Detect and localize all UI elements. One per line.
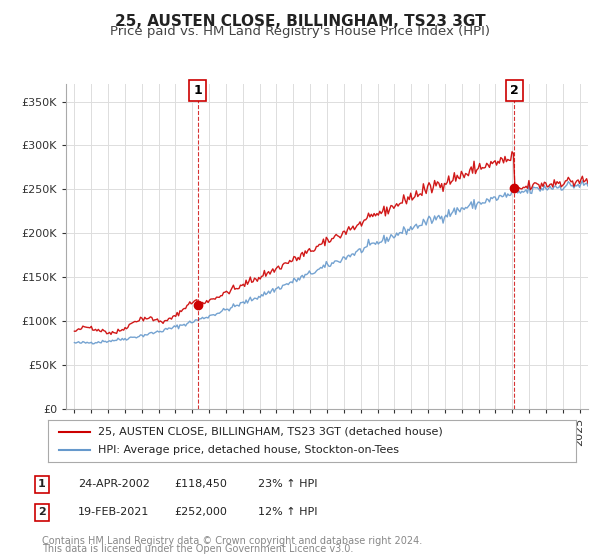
Text: 24-APR-2002: 24-APR-2002 [78, 479, 150, 489]
Text: 1: 1 [38, 479, 46, 489]
Text: Price paid vs. HM Land Registry's House Price Index (HPI): Price paid vs. HM Land Registry's House … [110, 25, 490, 38]
Text: 2: 2 [510, 84, 519, 97]
Text: 23% ↑ HPI: 23% ↑ HPI [258, 479, 317, 489]
Text: 19-FEB-2021: 19-FEB-2021 [78, 507, 149, 517]
Text: HPI: Average price, detached house, Stockton-on-Tees: HPI: Average price, detached house, Stoc… [98, 445, 399, 455]
Text: 25, AUSTEN CLOSE, BILLINGHAM, TS23 3GT: 25, AUSTEN CLOSE, BILLINGHAM, TS23 3GT [115, 14, 485, 29]
Text: 25, AUSTEN CLOSE, BILLINGHAM, TS23 3GT (detached house): 25, AUSTEN CLOSE, BILLINGHAM, TS23 3GT (… [98, 427, 443, 437]
Text: 1: 1 [193, 84, 202, 97]
Text: This data is licensed under the Open Government Licence v3.0.: This data is licensed under the Open Gov… [42, 544, 353, 554]
Text: £118,450: £118,450 [174, 479, 227, 489]
Text: 12% ↑ HPI: 12% ↑ HPI [258, 507, 317, 517]
Text: Contains HM Land Registry data © Crown copyright and database right 2024.: Contains HM Land Registry data © Crown c… [42, 536, 422, 546]
Text: £252,000: £252,000 [174, 507, 227, 517]
Text: 2: 2 [38, 507, 46, 517]
